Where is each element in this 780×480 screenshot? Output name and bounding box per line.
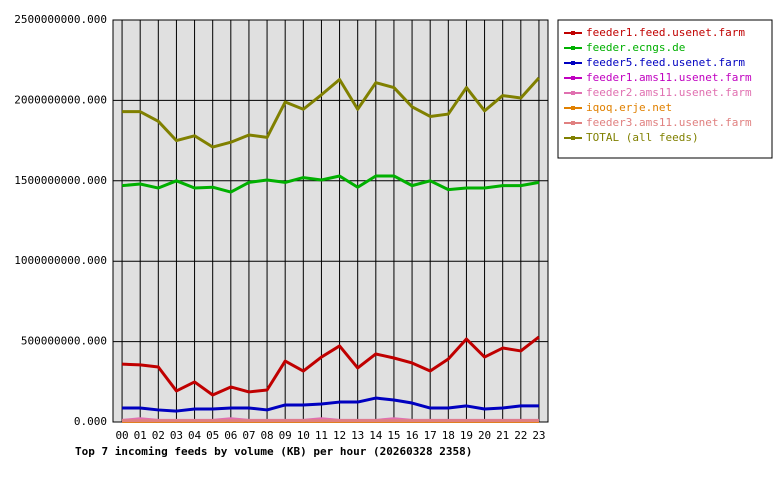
x-tick-label: 13 (351, 429, 364, 442)
x-tick-label: 09 (279, 429, 292, 442)
y-tick-label: 500000000.000 (21, 335, 107, 348)
x-tick-label: 02 (152, 429, 165, 442)
x-tick-label: 17 (424, 429, 437, 442)
legend-label: feeder.ecngs.de (586, 41, 685, 54)
y-tick-label: 2000000000.000 (14, 93, 107, 106)
legend-label: iqoq.erje.net (586, 101, 672, 114)
plot-area (112, 19, 549, 423)
x-tick-label: 12 (333, 429, 346, 442)
x-tick-label: 10 (297, 429, 310, 442)
x-tick-label: 22 (514, 429, 527, 442)
legend-marker (571, 61, 575, 65)
x-tick-label: 06 (224, 429, 237, 442)
series-line (121, 335, 540, 397)
legend-label: TOTAL (all feeds) (586, 131, 699, 144)
y-tick-label: 0.000 (74, 415, 107, 428)
x-tick-label: 01 (134, 429, 147, 442)
y-tick-label: 1500000000.000 (14, 174, 107, 187)
legend-marker (571, 46, 575, 50)
legend-box (557, 19, 773, 159)
x-tick-label: 16 (405, 429, 418, 442)
legend-marker (571, 136, 575, 140)
legend-marker (571, 106, 575, 110)
x-tick-label: 23 (532, 429, 545, 442)
x-tick-label: 11 (315, 429, 328, 442)
x-tick-label: 05 (206, 429, 219, 442)
x-tick-label: 04 (188, 429, 202, 442)
legend-label: feeder3.ams11.usenet.farm (586, 116, 752, 129)
x-tick-label: 07 (242, 429, 255, 442)
x-tick-label: 20 (478, 429, 491, 442)
x-tick-label: 21 (496, 429, 509, 442)
x-tick-label: 00 (115, 429, 128, 442)
y-tick-label: 2500000000.000 (14, 13, 107, 26)
legend-label: feeder1.ams11.usenet.farm (586, 71, 752, 84)
x-tick-label: 03 (170, 429, 183, 442)
x-tick-label: 15 (387, 429, 400, 442)
legend-label: feeder2.ams11.usenet.farm (586, 86, 752, 99)
y-tick-label: 1000000000.000 (14, 254, 107, 267)
chart-title: Top 7 incoming feeds by volume (KB) per … (75, 445, 472, 458)
x-tick-label: 19 (460, 429, 473, 442)
series-line (122, 76, 541, 149)
series-line (121, 174, 540, 194)
legend-marker (571, 121, 575, 125)
series-line (122, 396, 539, 413)
legend-label: feeder5.feed.usenet.farm (586, 56, 745, 69)
legend-marker (571, 76, 575, 80)
x-tick-label: 08 (260, 429, 273, 442)
legend-label: feeder1.feed.usenet.farm (586, 26, 745, 39)
x-tick-label: 14 (369, 429, 383, 442)
legend-marker (571, 31, 575, 35)
legend-marker (571, 91, 575, 95)
x-tick-label: 18 (442, 429, 455, 442)
